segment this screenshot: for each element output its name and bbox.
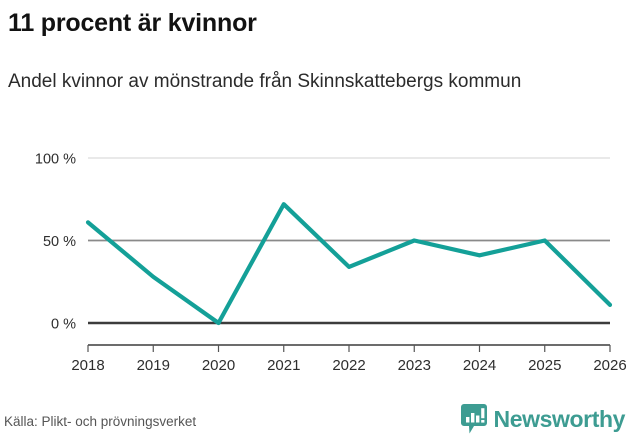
newsworthy-bubble-barchart-icon [460, 404, 487, 434]
source-note: Källa: Plikt- och prövningsverket [4, 414, 197, 429]
x-axis-label-2019: 2019 [137, 357, 170, 374]
x-axis-label-2023: 2023 [398, 357, 431, 374]
x-axis-label-2025: 2025 [528, 357, 561, 374]
x-axis-label-2022: 2022 [332, 357, 365, 374]
y-axis-label-50: 50 % [43, 234, 76, 250]
page-title: 11 procent är kvinnor [8, 9, 257, 37]
newsworthy-wordmark: Newsworthy [493, 405, 626, 432]
data-series-line [85, 202, 613, 326]
y-axis-label-100: 100 % [35, 152, 76, 168]
x-axis-label-2024: 2024 [463, 357, 496, 374]
chart-subtitle: Andel kvinnor av mönstrande från Skinnsk… [8, 71, 522, 92]
x-axis-label-2020: 2020 [202, 357, 235, 374]
x-axis-label-2018: 2018 [71, 357, 104, 374]
y-axis-label-0: 0 % [51, 317, 76, 333]
x-axis-label-2021: 2021 [267, 357, 300, 374]
x-axis-label-2026: 2026 [593, 357, 626, 374]
newsworthy-logo[interactable]: Newsworthy [460, 404, 626, 434]
